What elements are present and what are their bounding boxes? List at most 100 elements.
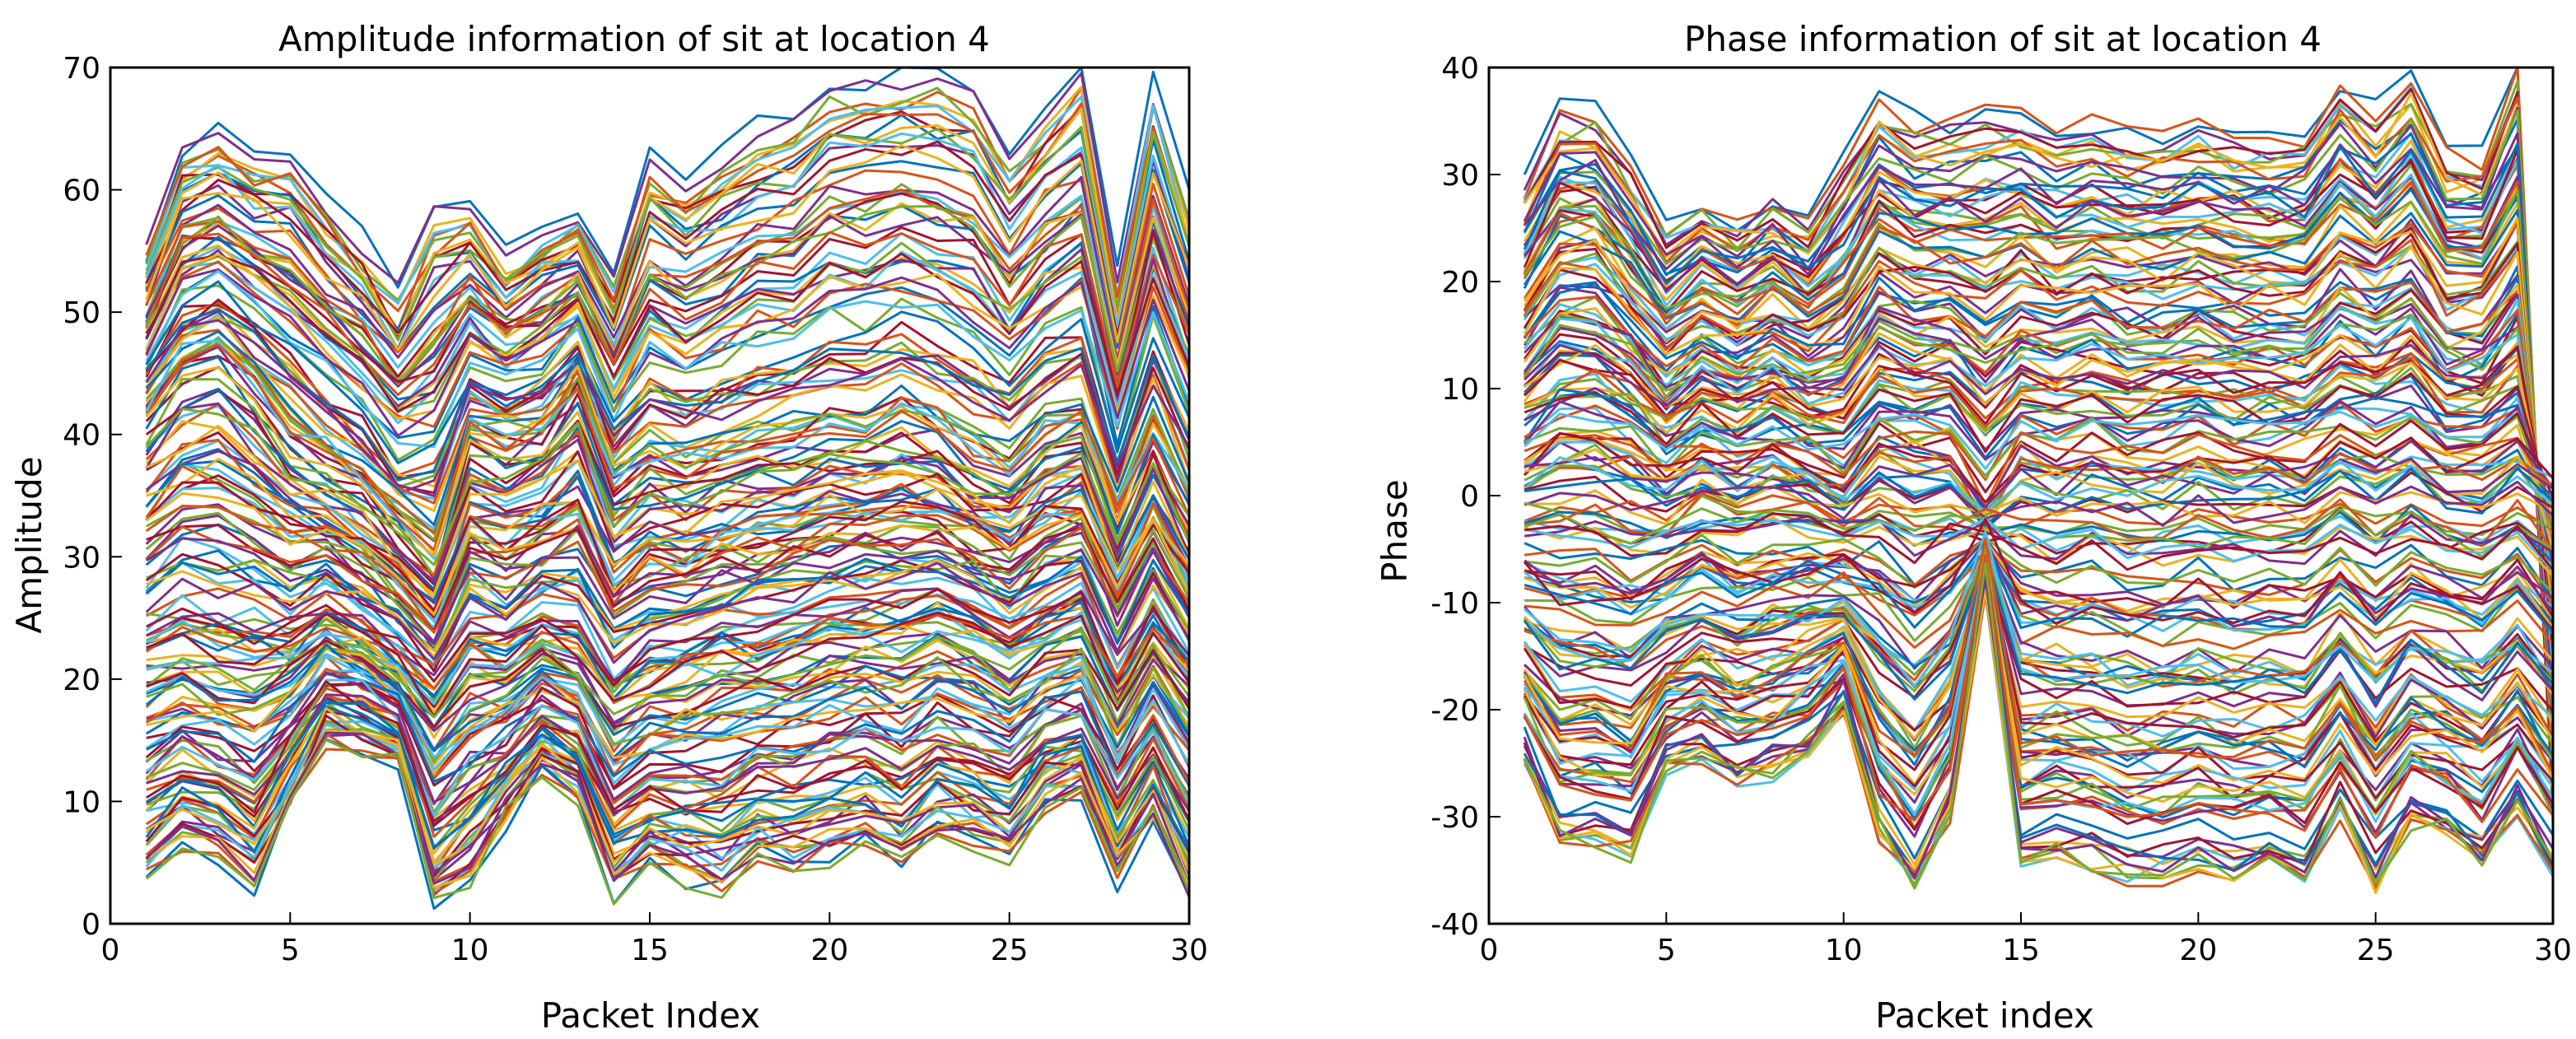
x-tick-label: 20	[810, 934, 848, 967]
x-tick-label: 10	[1825, 934, 1863, 967]
series-line	[1524, 512, 2553, 571]
series-line	[1523, 265, 2553, 674]
series-line	[1524, 334, 2553, 568]
series-line	[145, 102, 1189, 313]
series-line	[145, 284, 1189, 462]
series-line	[1524, 345, 2553, 552]
x-tick-label: 5	[1657, 934, 1676, 967]
series-line	[1523, 589, 2553, 894]
series-line	[145, 86, 1189, 309]
y-tick-label: -40	[1430, 908, 1479, 942]
series-line	[145, 505, 1189, 634]
y-tick-label: 60	[63, 175, 100, 208]
series-line	[1523, 288, 2553, 652]
series-line	[145, 213, 1189, 388]
series-line	[145, 315, 1189, 512]
series-line	[1523, 570, 2553, 872]
series-line	[145, 378, 1189, 577]
series-line	[1524, 556, 2553, 708]
series-line	[1523, 570, 2553, 777]
series-line	[145, 608, 1189, 706]
series-layer	[145, 68, 1189, 911]
series-line	[1523, 571, 2553, 878]
series-line	[1524, 539, 2553, 638]
series-line	[145, 175, 1189, 365]
tick-layer: 0 5 10 15 20 25 30 -40 -30 -20 -10 0 10 20 30 40	[1430, 52, 2572, 967]
y-axis-label: Amplitude	[9, 456, 49, 633]
series-line	[1523, 189, 2553, 682]
series-line	[1523, 217, 2553, 664]
series-line	[1523, 287, 2553, 666]
series-line	[145, 205, 1189, 385]
series-line	[1523, 571, 2553, 805]
series-line	[146, 639, 1189, 729]
phase-chart: Phase information of sit at location 4 0…	[1374, 19, 2572, 1036]
series-line	[1523, 87, 2553, 799]
series-line	[1523, 537, 2553, 775]
y-tick-label: 0	[82, 908, 100, 942]
series-line	[145, 301, 1189, 482]
x-tick-label: 30	[1170, 934, 1208, 967]
y-tick-label: 10	[63, 785, 100, 819]
series-line	[145, 408, 1189, 566]
chart-title: Amplitude information of sit at location…	[278, 19, 990, 59]
series-line	[1523, 96, 2553, 777]
amplitude-chart: Amplitude information of sit at location…	[9, 19, 1208, 1036]
x-tick-label: 0	[1480, 934, 1499, 967]
series-line	[1523, 153, 2553, 748]
x-tick-label: 15	[2002, 934, 2040, 967]
series-line	[145, 144, 1189, 350]
series-line	[145, 96, 1189, 305]
series-line	[145, 503, 1189, 652]
series-line	[145, 613, 1189, 705]
series-line	[1524, 281, 2553, 612]
series-line	[1523, 221, 2553, 678]
series-line	[145, 366, 1189, 557]
x-tick-label: 5	[281, 934, 300, 967]
series-line	[1523, 276, 2553, 623]
tick-layer: 0 5 10 15 20 25 30 0 10 20 30 40 50 60 70	[63, 52, 1208, 967]
series-line	[1524, 477, 2553, 527]
series-line	[145, 125, 1189, 342]
series-line	[145, 420, 1189, 601]
y-tick-label: -20	[1430, 694, 1479, 728]
series-line	[1524, 415, 2553, 525]
series-line	[145, 268, 1189, 437]
series-line	[145, 72, 1189, 285]
series-line	[145, 738, 1189, 906]
series-line	[145, 643, 1189, 759]
series-line	[1523, 93, 2553, 823]
series-line	[1523, 570, 2553, 838]
series-line	[1523, 561, 2553, 890]
series-line	[1523, 561, 2553, 786]
series-line	[145, 169, 1189, 361]
y-tick-label: -30	[1430, 801, 1479, 835]
series-line	[1523, 245, 2553, 637]
series-line	[1523, 68, 2553, 819]
series-line	[145, 140, 1189, 338]
series-line	[145, 231, 1189, 396]
series-line	[1524, 515, 2553, 578]
series-line	[145, 731, 1189, 898]
x-axis-label: Packet index	[1875, 995, 2094, 1036]
series-line	[146, 587, 1189, 687]
series-line	[1523, 132, 2553, 755]
series-line	[1524, 554, 2553, 692]
series-line	[1524, 504, 2553, 564]
series-line	[146, 458, 1189, 612]
series-line	[1523, 557, 2553, 816]
series-line	[1523, 552, 2553, 704]
series-line	[1524, 456, 2553, 514]
series-line	[145, 306, 1189, 488]
series-line	[1524, 456, 2553, 509]
series-line	[145, 330, 1189, 527]
series-layer	[1523, 68, 2553, 894]
series-line	[145, 253, 1189, 420]
series-line	[1524, 412, 2553, 499]
series-line	[146, 693, 1189, 827]
x-tick-label: 25	[2357, 934, 2395, 967]
y-tick-label: 70	[63, 52, 100, 86]
series-line	[145, 464, 1189, 616]
series-line	[145, 269, 1189, 446]
